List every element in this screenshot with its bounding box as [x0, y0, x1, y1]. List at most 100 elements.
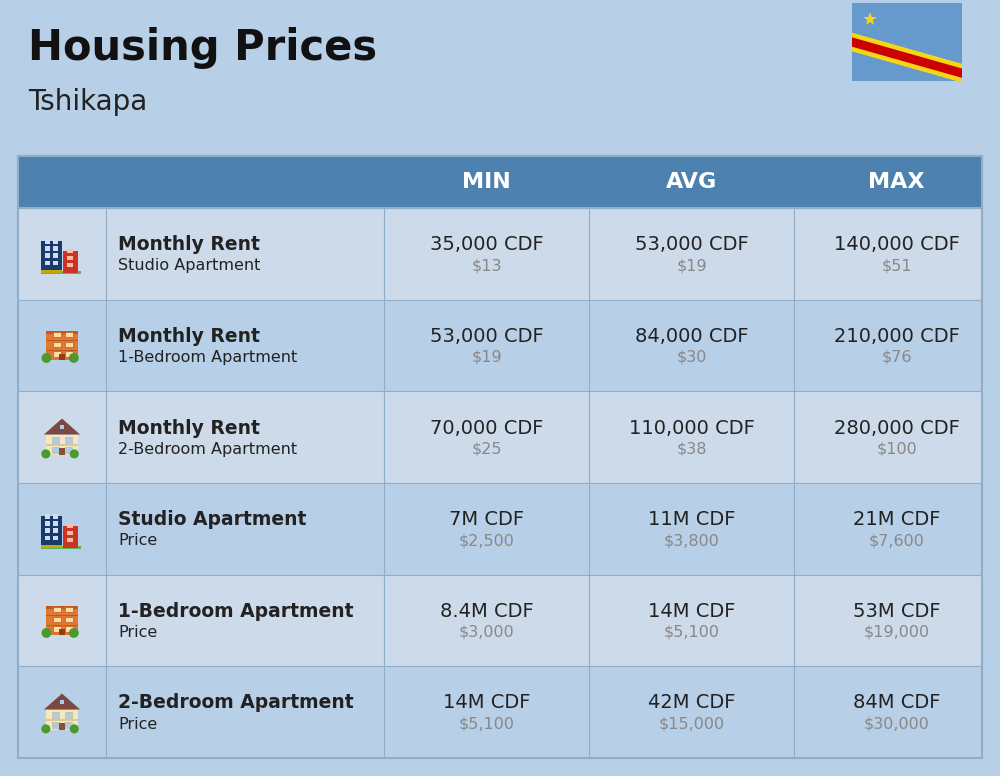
Bar [65, 341, 73, 347]
Bar [46, 615, 78, 616]
Bar [65, 617, 73, 622]
Bar [65, 437, 72, 442]
Text: $19: $19 [676, 258, 707, 273]
Bar [52, 437, 59, 442]
Text: 70,000 CDF: 70,000 CDF [430, 418, 543, 438]
Bar [52, 722, 59, 728]
Text: $51: $51 [881, 258, 912, 273]
Bar [53, 261, 58, 265]
Text: 2-Bedroom Apartment: 2-Bedroom Apartment [118, 694, 354, 712]
Text: 35,000 CDF: 35,000 CDF [430, 235, 543, 255]
Text: $76: $76 [881, 350, 912, 365]
Text: $5,100: $5,100 [664, 625, 720, 640]
Text: 210,000 CDF: 210,000 CDF [834, 327, 959, 346]
Text: 53M CDF: 53M CDF [853, 602, 940, 621]
Bar [65, 712, 72, 718]
Bar [59, 448, 65, 456]
Bar [53, 514, 58, 518]
Bar [45, 246, 50, 251]
Bar [852, 3, 962, 81]
Bar [46, 435, 78, 456]
Circle shape [69, 628, 79, 638]
Text: 53,000 CDF: 53,000 CDF [635, 235, 748, 255]
Bar [46, 606, 78, 609]
Bar [41, 515, 62, 548]
Circle shape [69, 353, 79, 363]
Bar [46, 719, 78, 721]
Text: $3,800: $3,800 [664, 533, 719, 549]
Text: $13: $13 [471, 258, 502, 273]
Text: Price: Price [118, 533, 157, 549]
Bar [53, 341, 61, 347]
Polygon shape [852, 33, 962, 82]
Bar [53, 239, 58, 244]
Bar [59, 355, 65, 360]
Bar [59, 629, 65, 636]
Bar [65, 352, 73, 357]
Bar [63, 251, 78, 273]
Text: 280,000 CDF: 280,000 CDF [834, 418, 959, 438]
Bar [63, 526, 78, 548]
Bar [53, 331, 61, 337]
Circle shape [41, 353, 51, 363]
Bar [46, 350, 78, 351]
Bar [18, 575, 982, 667]
Text: $38: $38 [676, 442, 707, 456]
Text: 21M CDF: 21M CDF [853, 510, 940, 529]
Bar [60, 425, 64, 429]
Bar [67, 524, 73, 528]
Text: $100: $100 [876, 442, 917, 456]
Bar [67, 531, 73, 535]
Text: 1-Bedroom Apartment: 1-Bedroom Apartment [118, 602, 354, 621]
Bar [45, 261, 50, 265]
Text: Monthly Rent: Monthly Rent [118, 235, 260, 255]
Text: Price: Price [118, 625, 157, 640]
Bar [67, 256, 73, 260]
Circle shape [41, 449, 50, 459]
Bar [60, 700, 64, 704]
Bar [45, 521, 50, 526]
Bar [67, 249, 73, 254]
Bar [67, 262, 73, 267]
Bar [65, 626, 73, 632]
Text: $19: $19 [471, 350, 502, 365]
Text: $25: $25 [471, 442, 502, 456]
Bar [41, 271, 81, 274]
Text: 110,000 CDF: 110,000 CDF [629, 418, 754, 438]
Text: 1-Bedroom Apartment: 1-Bedroom Apartment [118, 350, 297, 365]
Text: Housing Prices: Housing Prices [28, 27, 377, 69]
Bar [53, 254, 58, 258]
Bar [18, 156, 982, 758]
Bar [18, 156, 982, 208]
Bar [65, 331, 73, 337]
Bar [18, 483, 982, 575]
Bar [46, 331, 78, 360]
Text: 140,000 CDF: 140,000 CDF [834, 235, 959, 255]
Text: Studio Apartment: Studio Apartment [118, 510, 306, 529]
Bar [53, 521, 58, 526]
Bar [46, 606, 78, 636]
Bar [41, 241, 62, 273]
Bar [59, 723, 65, 730]
Text: ★: ★ [862, 11, 878, 29]
Text: $30: $30 [676, 350, 707, 365]
Text: 11M CDF: 11M CDF [648, 510, 735, 529]
Bar [53, 617, 61, 622]
Text: MIN: MIN [462, 172, 511, 192]
Text: Studio Apartment: Studio Apartment [118, 258, 260, 273]
Text: 84,000 CDF: 84,000 CDF [635, 327, 748, 346]
Bar [53, 352, 61, 357]
Text: $2,500: $2,500 [459, 533, 514, 549]
Polygon shape [852, 37, 962, 78]
Bar [45, 514, 50, 518]
Text: 84M CDF: 84M CDF [853, 694, 940, 712]
Bar [18, 300, 982, 391]
Bar [65, 722, 72, 728]
Bar [53, 528, 58, 533]
Text: MAX: MAX [868, 172, 925, 192]
Text: $7,600: $7,600 [869, 533, 924, 549]
Text: 42M CDF: 42M CDF [648, 694, 735, 712]
Bar [53, 535, 58, 540]
Bar [65, 607, 73, 612]
Text: 14M CDF: 14M CDF [443, 694, 530, 712]
